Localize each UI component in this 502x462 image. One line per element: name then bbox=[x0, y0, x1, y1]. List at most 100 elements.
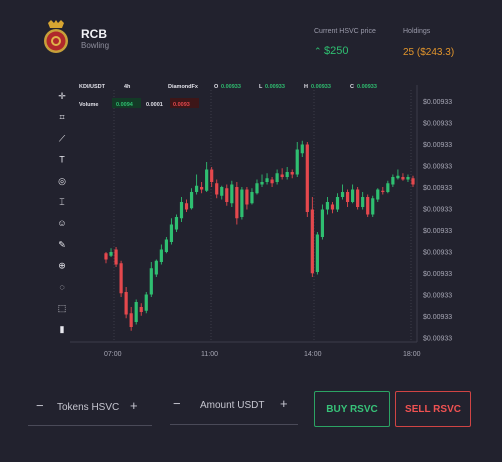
candle-body bbox=[154, 260, 158, 275]
candle-body bbox=[351, 189, 355, 202]
candle-body bbox=[330, 204, 335, 210]
text-icon[interactable]: T bbox=[59, 155, 65, 165]
candle-body bbox=[371, 198, 375, 215]
y-tick-label: $0.00933 bbox=[423, 314, 452, 321]
price-chart[interactable]: ✛⌗⟋T◎⌶☺✎⊕◌⬚▮ $0.00933$0.00933$0.00933$0.… bbox=[50, 80, 460, 370]
measure-icon[interactable]: ⌶ bbox=[59, 197, 64, 207]
volume-label: Volume bbox=[79, 102, 98, 108]
volume-value-3: 0.0093 bbox=[173, 102, 190, 108]
x-grid bbox=[113, 90, 412, 342]
tokens-increment-button[interactable]: + bbox=[130, 398, 138, 413]
sell-button[interactable]: SELL RSVC bbox=[395, 391, 471, 427]
open-value: 0.00933 bbox=[221, 84, 241, 90]
candle-body bbox=[386, 183, 390, 192]
candle-body bbox=[361, 197, 365, 207]
candle-body bbox=[189, 192, 194, 209]
x-tick-label: 14:00 bbox=[304, 351, 322, 358]
trend-line-icon[interactable]: ⟋ bbox=[59, 133, 66, 143]
y-tick-label: $0.00933 bbox=[423, 271, 452, 278]
candle-body bbox=[295, 149, 299, 175]
amount-decrement-button[interactable]: − bbox=[173, 396, 181, 411]
emoji-icon[interactable]: ☺ bbox=[57, 218, 66, 228]
candle-body bbox=[240, 189, 244, 217]
amount-field[interactable]: Amount USDT bbox=[200, 400, 265, 411]
holdings-value: 25 ($243.3) bbox=[403, 47, 455, 58]
eye-off-icon[interactable]: ◌ bbox=[59, 282, 64, 292]
candle-body bbox=[285, 172, 289, 177]
node-icon[interactable]: ⌗ bbox=[59, 112, 64, 122]
candle-body bbox=[184, 203, 189, 210]
y-axis: $0.00933 $0.00933 $0.00933 $0.00933 $0.00933… bbox=[423, 99, 452, 343]
close-value: 0.00933 bbox=[357, 84, 377, 90]
holdings-label: Holdings bbox=[403, 28, 431, 35]
candle-body bbox=[411, 178, 415, 185]
high-label: H bbox=[304, 84, 308, 90]
candle-body bbox=[300, 144, 304, 154]
volume-value-1: 0.0094 bbox=[116, 102, 134, 108]
y-tick-label: $0.00933 bbox=[423, 142, 452, 149]
candle-body bbox=[210, 169, 214, 182]
interval-label[interactable]: 4h bbox=[124, 84, 131, 90]
y-tick-label: $0.00933 bbox=[423, 336, 452, 343]
trash-icon[interactable]: ▮ bbox=[60, 324, 65, 334]
candle-body bbox=[255, 183, 259, 194]
candle-body bbox=[235, 187, 239, 219]
candle-body bbox=[396, 175, 400, 179]
candle-body bbox=[149, 268, 153, 295]
lock-icon[interactable]: ⬚ bbox=[58, 303, 67, 313]
close-label: C bbox=[350, 84, 354, 90]
volume-badge-red bbox=[170, 98, 199, 108]
candle-body bbox=[245, 189, 249, 205]
amount-increment-button[interactable]: + bbox=[280, 396, 288, 411]
buy-button[interactable]: BUY RSVC bbox=[314, 391, 390, 427]
low-label: L bbox=[259, 84, 263, 90]
candle-body bbox=[391, 177, 395, 185]
candle-body bbox=[194, 185, 199, 192]
drawing-toolbar: ✛ ⌗ ⟋ T ◎ ⌶ ☺ ✎ ⊕ ◌ ⬚ ▮ bbox=[57, 91, 66, 334]
y-tick-label: $0.00933 bbox=[423, 185, 452, 192]
candles bbox=[104, 140, 415, 331]
y-tick-label: $0.00933 bbox=[423, 250, 452, 257]
candle-body bbox=[381, 190, 385, 192]
y-tick-label: $0.00933 bbox=[423, 164, 452, 171]
candle-body bbox=[356, 189, 360, 207]
x-tick-label: 07:00 bbox=[104, 351, 122, 358]
candle-body bbox=[139, 307, 143, 312]
fib-icon[interactable]: ◎ bbox=[58, 176, 66, 186]
candle-body bbox=[310, 209, 314, 274]
open-label: O bbox=[214, 84, 219, 90]
candle-body bbox=[345, 192, 350, 202]
candle-body bbox=[174, 217, 179, 230]
candle-body bbox=[275, 173, 279, 182]
zoom-icon[interactable]: ⊕ bbox=[58, 261, 66, 271]
candle-body bbox=[129, 313, 133, 327]
candle-body bbox=[320, 209, 325, 237]
volume-value-2: 0.0001 bbox=[146, 102, 163, 108]
candle-body bbox=[124, 292, 128, 315]
team-name: RCB bbox=[81, 27, 107, 41]
candle-body bbox=[225, 188, 229, 202]
candle-body bbox=[220, 187, 224, 196]
volume-badge-green bbox=[112, 98, 141, 108]
pencil-icon[interactable]: ✎ bbox=[58, 239, 66, 249]
candle-body bbox=[164, 239, 168, 252]
y-tick-label: $0.00933 bbox=[423, 207, 452, 214]
candle-body bbox=[340, 192, 345, 197]
team-logo bbox=[44, 20, 68, 53]
source-label: DiamondFx bbox=[168, 84, 199, 90]
tokens-field[interactable]: Tokens HSVC bbox=[57, 402, 120, 413]
candle-body bbox=[290, 172, 294, 175]
pair-label: KDI/USDT bbox=[79, 84, 106, 90]
tokens-decrement-button[interactable]: − bbox=[36, 398, 44, 413]
tokens-underline bbox=[28, 425, 152, 426]
candle-body bbox=[305, 144, 309, 212]
candle-body bbox=[366, 197, 370, 215]
candle-body bbox=[260, 182, 264, 185]
candle-body bbox=[200, 187, 204, 190]
y-tick-label: $0.00933 bbox=[423, 228, 452, 235]
candle-body bbox=[270, 179, 274, 184]
candle-body bbox=[376, 189, 380, 200]
crosshair-icon[interactable]: ✛ bbox=[58, 91, 66, 101]
price-value: ⌃ $250 bbox=[314, 45, 349, 57]
price-amount: $250 bbox=[324, 45, 349, 57]
